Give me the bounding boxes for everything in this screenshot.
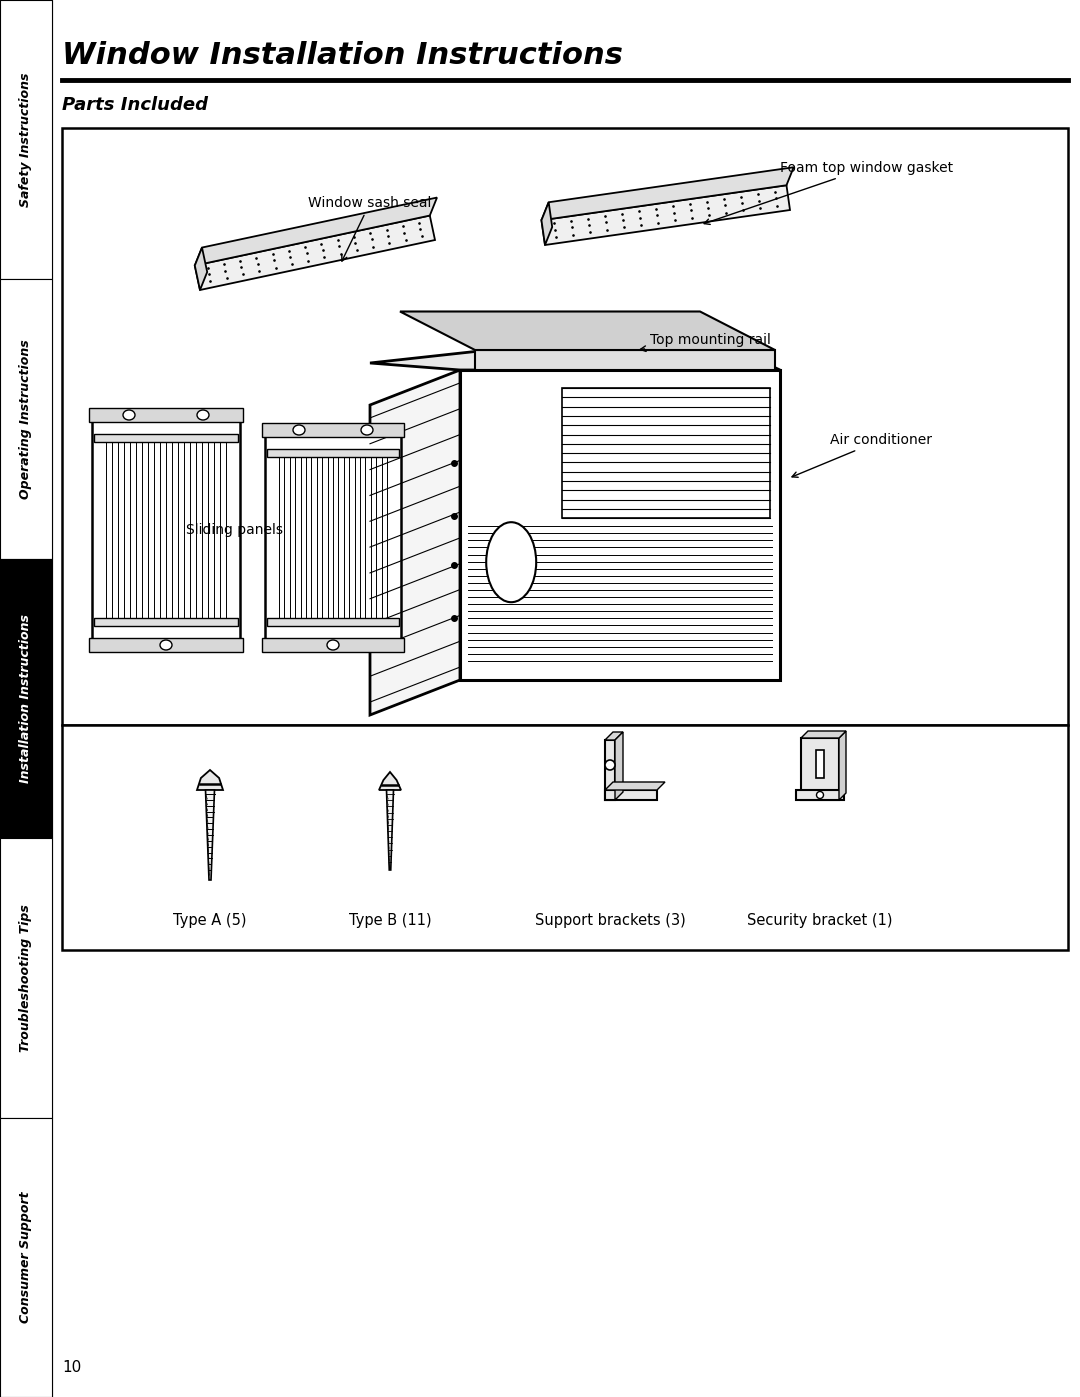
Polygon shape	[801, 731, 846, 738]
Ellipse shape	[123, 409, 135, 420]
Text: Foam top window gasket: Foam top window gasket	[704, 161, 954, 225]
Polygon shape	[194, 215, 435, 291]
Text: Installation Instructions: Installation Instructions	[19, 615, 32, 782]
Polygon shape	[541, 203, 552, 244]
Bar	[267, 617, 399, 626]
Ellipse shape	[160, 640, 172, 650]
Text: Sliding panels: Sliding panels	[187, 522, 283, 536]
Ellipse shape	[816, 792, 824, 799]
Bar	[563, 388, 770, 518]
Text: Support brackets (3): Support brackets (3)	[535, 912, 686, 928]
Ellipse shape	[197, 409, 210, 420]
Bar	[92, 420, 240, 640]
Polygon shape	[839, 731, 846, 800]
Ellipse shape	[361, 425, 373, 434]
Bar	[262, 423, 404, 437]
Ellipse shape	[293, 425, 305, 434]
Bar	[89, 638, 243, 652]
Polygon shape	[400, 312, 775, 351]
Bar	[605, 740, 615, 800]
Bar	[262, 638, 404, 652]
Bar	[265, 434, 401, 640]
Bar	[0, 1118, 52, 1397]
Polygon shape	[370, 328, 780, 370]
Bar	[0, 838, 52, 1118]
Polygon shape	[194, 197, 437, 265]
Polygon shape	[370, 370, 460, 715]
Text: Type A (5): Type A (5)	[173, 912, 246, 928]
Text: Consumer Support: Consumer Support	[19, 1192, 32, 1323]
Bar	[267, 448, 399, 457]
Text: Safety Instructions: Safety Instructions	[19, 73, 32, 207]
Polygon shape	[605, 732, 623, 740]
Polygon shape	[194, 247, 207, 291]
Bar	[460, 370, 780, 680]
Polygon shape	[387, 789, 393, 870]
Bar	[94, 434, 238, 441]
Bar	[0, 559, 52, 838]
Text: Operating Instructions: Operating Instructions	[19, 339, 32, 499]
Polygon shape	[541, 168, 794, 221]
Polygon shape	[541, 186, 789, 244]
Text: Top mounting rail: Top mounting rail	[640, 332, 771, 352]
Polygon shape	[205, 789, 215, 880]
Bar	[801, 738, 839, 800]
Ellipse shape	[327, 640, 339, 650]
Bar	[94, 617, 238, 626]
Text: Window sash seal: Window sash seal	[308, 196, 432, 261]
Polygon shape	[379, 773, 401, 789]
Bar	[62, 725, 1068, 950]
Bar	[89, 408, 243, 422]
Ellipse shape	[486, 522, 536, 602]
Text: Parts Included: Parts Included	[62, 96, 208, 115]
Bar	[605, 789, 657, 800]
Bar	[62, 129, 1068, 725]
Text: Type B (11): Type B (11)	[349, 912, 431, 928]
Polygon shape	[605, 782, 665, 789]
Text: Security bracket (1): Security bracket (1)	[747, 912, 893, 928]
Ellipse shape	[605, 760, 615, 770]
Bar	[816, 750, 824, 778]
Bar	[796, 789, 843, 800]
Text: Window Installation Instructions: Window Installation Instructions	[62, 41, 623, 70]
Bar	[0, 0, 52, 1397]
Bar	[0, 0, 52, 279]
Polygon shape	[615, 732, 623, 800]
Bar	[0, 279, 52, 559]
Polygon shape	[197, 770, 222, 789]
Text: Air conditioner: Air conditioner	[792, 433, 932, 478]
Text: 10: 10	[62, 1359, 81, 1375]
Polygon shape	[475, 351, 775, 370]
Text: Troubleshooting Tips: Troubleshooting Tips	[19, 904, 32, 1052]
